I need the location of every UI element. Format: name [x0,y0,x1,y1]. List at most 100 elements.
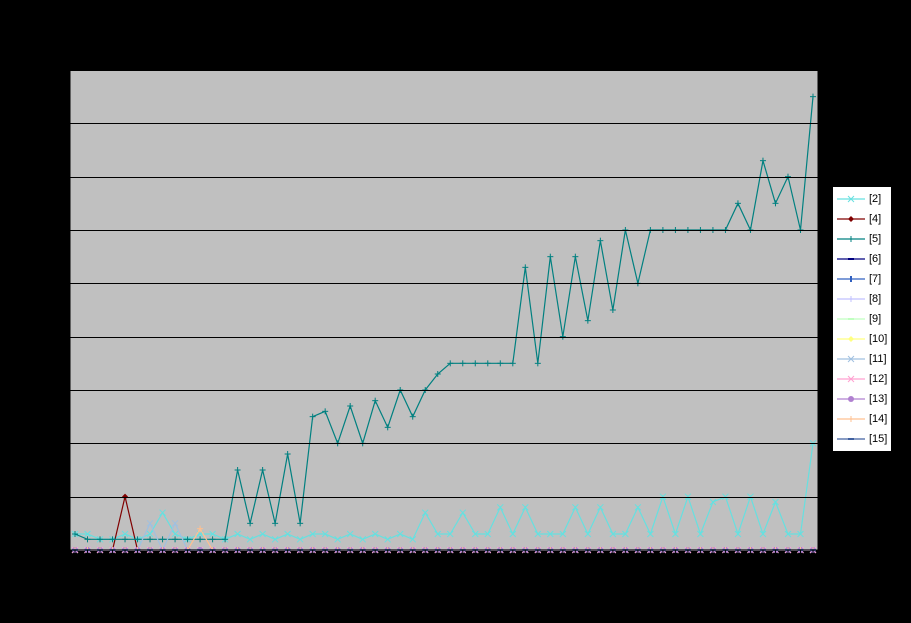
series-marker-s5 [497,360,503,366]
legend-label: [14] [869,413,887,425]
series-marker-s2 [272,536,278,542]
legend-label: [6] [869,253,881,265]
legend-item-s11: [11] [837,349,887,369]
series-marker-s5 [122,536,128,542]
gridline [70,497,818,498]
series-marker-s2 [410,536,416,542]
series-marker-s2 [122,531,128,537]
gridline [70,230,818,231]
series-line-s5 [75,97,813,540]
legend: [2][4][5][6][7][8][9][10][11][12][13][14… [832,186,892,452]
series-marker-s2 [585,531,591,537]
legend-label: [5] [869,233,881,245]
series-marker-s5 [510,360,516,366]
series-line-s2 [75,443,813,539]
series-marker-s5 [485,360,491,366]
series-marker-s2 [735,531,741,537]
series-marker-s5 [547,254,553,260]
legend-swatch [837,412,865,426]
series-marker-s2 [497,504,503,510]
gridline [70,390,818,391]
gridline [70,443,818,444]
legend-item-s2: [2] [837,189,887,209]
series-marker-s2 [672,531,678,537]
series-marker-s2 [297,536,303,542]
series-marker-s5 [322,408,328,414]
legend-label: [12] [869,373,887,385]
series-line-s11 [75,523,813,550]
series-marker-s5 [460,360,466,366]
legend-item-s12: [12] [837,369,887,389]
series-marker-s5 [247,520,253,526]
series-marker-s2 [647,531,653,537]
series-marker-s2 [397,531,403,537]
series-marker-s2 [160,510,166,516]
series-marker-s2 [247,536,253,542]
legend-label: [9] [869,313,881,325]
series-marker-s5 [597,238,603,244]
legend-item-s4: [4] [837,209,887,229]
chart-container: [2][4][5][6][7][8][9][10][11][12][13][14… [0,0,911,623]
plot-svg [70,70,818,550]
series-marker-s2 [697,531,703,537]
legend-label: [8] [869,293,881,305]
gridline [70,177,818,178]
series-marker-s5 [372,398,378,404]
series-marker-s2 [522,504,528,510]
gridline [70,123,818,124]
series-marker-s5 [585,318,591,324]
legend-swatch [837,312,865,326]
series-marker-s5 [235,467,241,473]
series-marker-s5 [410,414,416,420]
series-marker-s5 [160,536,166,542]
series-marker-s5 [810,94,816,100]
series-marker-s5 [610,307,616,313]
series-marker-s2 [235,531,241,537]
gridline [70,337,818,338]
series-marker-s2 [285,531,291,537]
series-marker-s5 [535,360,541,366]
legend-item-s6: [6] [837,249,887,269]
gridline [70,283,818,284]
series-marker-s5 [310,414,316,420]
series-marker-s14 [197,526,203,532]
legend-label: [13] [869,393,887,405]
legend-item-s13: [13] [837,389,887,409]
legend-swatch [837,392,865,406]
legend-swatch [837,212,865,226]
legend-label: [4] [869,213,881,225]
series-marker-s5 [272,520,278,526]
legend-swatch [837,232,865,246]
series-marker-s5 [385,424,391,430]
series-marker-s5 [85,536,91,542]
series-marker-s5 [147,536,153,542]
series-marker-s5 [772,200,778,206]
series-marker-s2 [422,510,428,516]
series-marker-s2 [347,531,353,537]
legend-swatch [837,432,865,446]
series-marker-s2 [760,531,766,537]
legend-label: [7] [869,273,881,285]
series-marker-s2 [710,499,716,505]
series-marker-s5 [297,520,303,526]
series-marker-s5 [572,254,578,260]
series-marker-s2 [335,536,341,542]
series-marker-s2 [372,531,378,537]
series-marker-s2 [460,510,466,516]
series-marker-s5 [522,264,528,270]
plot-border [70,70,818,550]
series-marker-s2 [572,504,578,510]
legend-swatch [837,352,865,366]
series-marker-s2 [147,531,153,537]
series-marker-s2 [172,531,178,537]
series-marker-s5 [260,467,266,473]
series-marker-s11 [147,520,153,526]
series-marker-s2 [597,504,603,510]
legend-swatch [837,332,865,346]
legend-item-s5: [5] [837,229,887,249]
legend-swatch [837,192,865,206]
legend-item-s7: [7] [837,269,887,289]
legend-label: [2] [869,193,881,205]
legend-swatch [837,292,865,306]
legend-item-s8: [8] [837,289,887,309]
